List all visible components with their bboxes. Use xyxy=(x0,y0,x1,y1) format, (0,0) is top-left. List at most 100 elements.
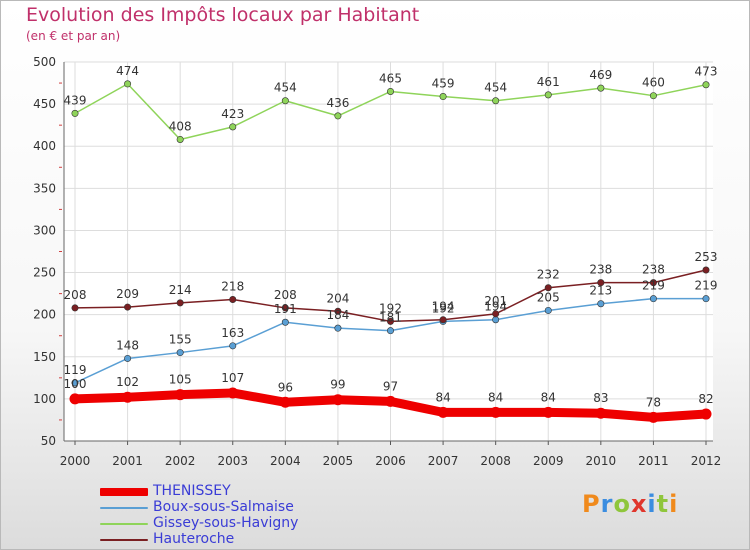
logo-letter: i xyxy=(669,490,679,518)
y-tick-label: 300 xyxy=(33,223,56,237)
data-point xyxy=(595,407,607,419)
logo-letter: t xyxy=(656,490,670,518)
data-point xyxy=(176,135,184,143)
data-label: 191 xyxy=(274,302,297,316)
data-label: 219 xyxy=(642,279,665,293)
data-point xyxy=(71,304,79,312)
plot-area xyxy=(64,62,713,441)
data-label: 408 xyxy=(169,119,192,133)
data-point xyxy=(647,411,659,423)
data-label: 232 xyxy=(537,268,560,282)
data-point xyxy=(332,394,344,406)
data-point xyxy=(281,304,289,312)
data-label: 473 xyxy=(695,65,718,79)
x-tick-label: 2000 xyxy=(60,454,91,468)
data-point xyxy=(124,354,132,362)
data-label: 84 xyxy=(488,390,503,404)
data-label: 84 xyxy=(435,390,450,404)
data-point xyxy=(334,112,342,120)
legend-swatch-hauteroche xyxy=(100,539,148,541)
data-point xyxy=(702,81,710,89)
x-tick-label: 2009 xyxy=(533,454,564,468)
legend-label-thenissey: THENISSEY xyxy=(153,483,231,499)
data-label: 163 xyxy=(221,326,244,340)
data-label: 205 xyxy=(537,290,560,304)
data-point xyxy=(439,316,447,324)
data-point xyxy=(597,300,605,308)
legend-label-gissey-sous-havigny: Gissey-sous-Havigny xyxy=(153,515,299,531)
data-label: 192 xyxy=(432,301,455,315)
data-label: 97 xyxy=(383,379,398,393)
data-point xyxy=(649,279,657,287)
legend-label-hauteroche: Hauteroche xyxy=(153,531,235,547)
data-label: 78 xyxy=(646,395,661,409)
data-label: 99 xyxy=(330,378,345,392)
data-point xyxy=(229,123,237,131)
data-label: 155 xyxy=(169,333,192,347)
data-point xyxy=(229,342,237,350)
data-point xyxy=(492,97,500,105)
x-tick-label: 2005 xyxy=(323,454,354,468)
data-label: 100 xyxy=(64,377,87,391)
data-point xyxy=(176,349,184,357)
data-point xyxy=(281,97,289,105)
y-tick-label: 450 xyxy=(33,97,56,111)
data-point xyxy=(544,306,552,314)
x-tick-label: 2002 xyxy=(165,454,196,468)
proxiti-logo: Proxiti xyxy=(582,490,678,518)
y-tick-label: 400 xyxy=(33,139,56,153)
data-label: 436 xyxy=(326,96,349,110)
x-tick-label: 2012 xyxy=(691,454,722,468)
data-point xyxy=(334,307,342,315)
x-tick-label: 2001 xyxy=(112,454,143,468)
y-tick-label: 150 xyxy=(33,350,56,364)
data-point xyxy=(386,87,394,95)
legend-swatch-thenissey xyxy=(100,488,148,496)
data-point xyxy=(334,324,342,332)
x-tick-label: 2010 xyxy=(586,454,617,468)
data-label: 119 xyxy=(64,363,87,377)
data-point xyxy=(544,284,552,292)
chart-subtitle: (en € et par an) xyxy=(26,29,121,43)
data-label: 194 xyxy=(484,300,507,314)
logo-letter: P xyxy=(582,490,601,518)
data-point xyxy=(702,266,710,274)
data-label: 208 xyxy=(274,288,297,302)
logo-letter: x xyxy=(630,490,648,518)
chart-title: Evolution des Impôts locaux par Habitant xyxy=(26,4,420,26)
data-label: 194 xyxy=(432,300,455,314)
legend-swatch-gissey-sous-havigny xyxy=(100,523,148,525)
data-label: 105 xyxy=(169,373,192,387)
data-label: 201 xyxy=(484,294,507,308)
x-tick-label: 2006 xyxy=(375,454,406,468)
data-label: 102 xyxy=(116,375,139,389)
y-tick-label: 500 xyxy=(33,55,56,69)
legend-swatch-boux-sous-salmaise xyxy=(100,507,148,509)
data-label: 465 xyxy=(379,71,402,85)
data-label: 107 xyxy=(221,371,244,385)
data-point xyxy=(492,316,500,324)
data-label: 204 xyxy=(326,291,349,305)
data-label: 184 xyxy=(326,308,349,322)
data-point xyxy=(69,393,81,405)
logo-letter: i xyxy=(647,490,657,518)
x-tick-label: 2008 xyxy=(480,454,511,468)
data-point xyxy=(124,80,132,88)
data-label: 214 xyxy=(169,283,192,297)
data-label: 148 xyxy=(116,338,139,352)
data-label: 238 xyxy=(589,263,612,277)
data-point xyxy=(597,279,605,287)
data-point xyxy=(490,406,502,418)
data-point xyxy=(174,389,186,401)
data-label: 439 xyxy=(64,93,87,107)
y-tick-label: 250 xyxy=(33,266,56,280)
data-point xyxy=(492,310,500,318)
x-tick-label: 2011 xyxy=(638,454,669,468)
legend-label-boux-sous-salmaise: Boux-sous-Salmaise xyxy=(153,499,294,515)
data-point xyxy=(124,303,132,311)
data-point xyxy=(702,295,710,303)
data-label: 213 xyxy=(589,284,612,298)
logo-letter: r xyxy=(600,490,614,518)
data-point xyxy=(176,299,184,307)
y-tick-label: 200 xyxy=(33,308,56,322)
